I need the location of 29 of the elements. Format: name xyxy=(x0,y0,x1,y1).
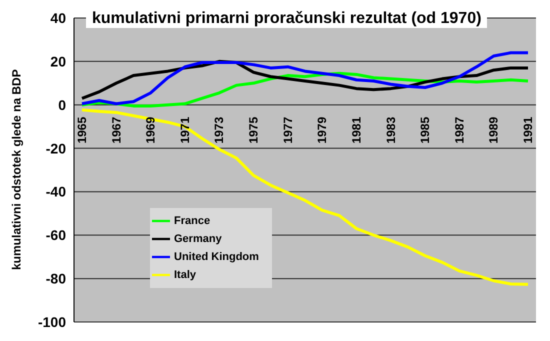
line-series xyxy=(80,51,530,106)
x-tick-label: 1983 xyxy=(384,116,398,144)
x-tick-label: 1975 xyxy=(246,116,261,144)
legend-label: United Kingdom xyxy=(174,250,259,263)
y-tick-label: 20 xyxy=(50,53,66,70)
y-tick-label: -40 xyxy=(46,184,66,200)
chart-title: kumulativni primarni proračunski rezultat (od 1970) xyxy=(86,10,488,28)
x-tick-label: 1977 xyxy=(280,116,295,144)
x-tick-label: 1991 xyxy=(521,116,535,144)
x-tick-label: 1973 xyxy=(212,116,226,144)
x-tick-label: 1969 xyxy=(144,116,158,144)
x-tick-label: 1971 xyxy=(178,116,192,144)
y-axis-title: kumulativni odstotek glede na BDP xyxy=(9,69,24,270)
x-tick-label: 1981 xyxy=(349,116,364,144)
x-tick-label: 1979 xyxy=(315,116,330,144)
y-tick-label: 40 xyxy=(50,10,66,26)
x-tick-label: 1989 xyxy=(486,116,501,144)
y-tick-label: -20 xyxy=(46,140,66,156)
x-tick-label: 1985 xyxy=(418,116,432,144)
legend-label: Italy xyxy=(174,268,196,281)
legend-label: Germany xyxy=(174,232,222,245)
x-tick-label: 1987 xyxy=(452,116,466,144)
x-tick-label: 1965 xyxy=(75,116,89,144)
legend-label: France xyxy=(174,214,210,227)
x-tick-label: 1967 xyxy=(109,116,124,144)
y-tick-label: 0 xyxy=(58,96,66,113)
y-tick-label: -60 xyxy=(46,227,66,244)
y-tick-label: -80 xyxy=(46,270,66,287)
y-tick-label: -100 xyxy=(38,314,66,330)
